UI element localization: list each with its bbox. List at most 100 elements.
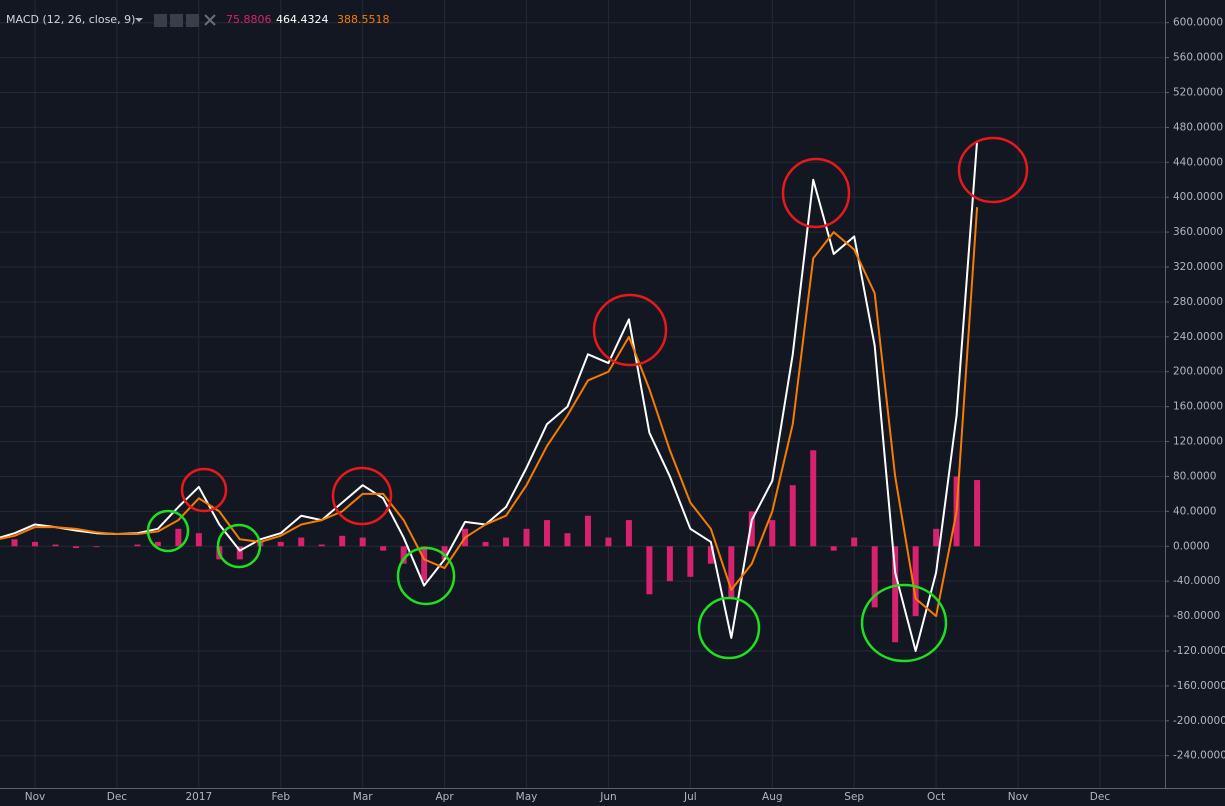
y-tick-label: 200.0000 — [1173, 366, 1223, 378]
histogram-bar — [72, 546, 79, 549]
histogram-bar — [605, 537, 612, 547]
x-tick-label: Jul — [683, 791, 697, 803]
y-tick-label: 240.0000 — [1173, 331, 1223, 343]
histogram-bar — [482, 541, 489, 547]
red-circle — [957, 136, 1029, 204]
red-circle — [180, 467, 228, 513]
histogram-bar — [728, 546, 735, 599]
histogram-bar — [236, 546, 243, 560]
line — [0, 207, 979, 618]
x-tick-label: Mar — [353, 791, 373, 803]
macd-value: 464.4324 — [276, 13, 329, 26]
histogram-bar — [380, 546, 387, 551]
add-icon[interactable] — [186, 14, 199, 27]
green-circle — [396, 546, 456, 606]
histogram-bar — [298, 537, 305, 547]
histogram-bar — [748, 511, 755, 547]
axes: 600.0000 560.0000 520.0000 480.0000 440.0000… — [25, 17, 1225, 803]
histogram-bar — [400, 546, 407, 564]
y-tick-label: 600.0000 — [1173, 17, 1223, 29]
histogram-bar — [441, 546, 448, 560]
histogram-bar — [851, 537, 858, 547]
settings-icon[interactable] — [170, 14, 183, 27]
histogram-bar — [544, 520, 550, 547]
x-tick-label: May — [516, 791, 538, 803]
histogram-bar — [810, 450, 817, 547]
histogram-bar — [421, 546, 428, 582]
close-icon[interactable] — [204, 14, 216, 26]
histogram-bar — [32, 541, 38, 547]
y-tick-label: 280.0000 — [1173, 296, 1223, 308]
histogram-bar — [52, 544, 59, 547]
x-tick-label: Nov — [1008, 791, 1029, 803]
histogram-bar — [11, 539, 18, 547]
x-tick-label: Apr — [436, 791, 455, 803]
green-circle — [216, 523, 262, 569]
green-circle — [697, 596, 761, 660]
x-tick-label: Sep — [844, 791, 864, 803]
red-circle — [592, 293, 668, 367]
x-tick-label: Dec — [107, 791, 128, 803]
histogram-bar — [195, 533, 202, 547]
y-tick-label: 0.0000 — [1173, 540, 1210, 552]
y-tick-label: 40.0000 — [1173, 505, 1216, 517]
y-tick-label: -80.0000 — [1173, 610, 1220, 622]
y-tick-label: 80.0000 — [1173, 470, 1216, 482]
red-circle — [781, 157, 851, 229]
y-tick-label: -200.0000 — [1173, 715, 1225, 727]
histogram-bar — [134, 544, 141, 547]
signal-value: 388.5518 — [337, 13, 390, 26]
histogram-bar — [974, 480, 981, 547]
y-tick-label: 120.0000 — [1173, 436, 1223, 448]
y-tick-label: -240.0000 — [1173, 750, 1225, 762]
histogram-bar — [769, 520, 776, 547]
histogram-bar — [93, 546, 100, 548]
histogram-bar — [933, 528, 940, 547]
histogram-bar — [830, 546, 837, 551]
histogram-bar — [687, 546, 694, 577]
histogram-bar — [892, 546, 899, 643]
histogram-bar — [359, 537, 366, 547]
y-tick-label: 400.0000 — [1173, 191, 1223, 203]
y-tick-label: 560.0000 — [1173, 52, 1223, 64]
y-tick-label: 320.0000 — [1173, 261, 1223, 273]
marks — [0, 140, 981, 652]
annotations — [146, 136, 1029, 663]
histogram-bar — [318, 544, 325, 547]
x-tick-label: Dec — [1090, 791, 1111, 803]
histogram-bar — [666, 546, 673, 582]
green-circle — [860, 583, 948, 663]
indicator-title: MACD (12, 26, close, 9) — [6, 13, 135, 26]
y-tick-label: 520.0000 — [1173, 87, 1223, 99]
y-tick-label: 360.0000 — [1173, 226, 1223, 238]
histogram-bar — [871, 546, 878, 608]
x-tick-label: 2017 — [185, 791, 212, 803]
histogram-bar — [503, 537, 510, 547]
grid — [0, 0, 1165, 788]
x-tick-label: Nov — [25, 791, 46, 803]
x-tick-label: Oct — [927, 791, 945, 803]
y-tick-label: 160.0000 — [1173, 401, 1223, 413]
eye-icon[interactable] — [154, 14, 167, 27]
histogram-bar — [175, 528, 182, 547]
histogram-bar — [339, 535, 346, 547]
histogram-bar — [625, 520, 632, 547]
y-tick-label: -120.0000 — [1173, 645, 1225, 657]
red-circle — [331, 466, 393, 526]
green-circle — [146, 509, 190, 553]
histogram-bar — [707, 546, 714, 564]
dropdown-arrow[interactable] — [135, 18, 143, 22]
y-tick-label: -40.0000 — [1173, 575, 1220, 587]
histogram-bar — [789, 485, 796, 547]
y-tick-label: 480.0000 — [1173, 121, 1223, 133]
histogram-bar — [564, 533, 571, 547]
histogram-bar — [912, 546, 919, 617]
x-tick-label: Jun — [599, 791, 616, 803]
histogram-bar — [646, 546, 653, 595]
histogram-bar — [154, 541, 161, 547]
x-tick-label: Feb — [271, 791, 290, 803]
histogram-bar — [277, 541, 284, 547]
